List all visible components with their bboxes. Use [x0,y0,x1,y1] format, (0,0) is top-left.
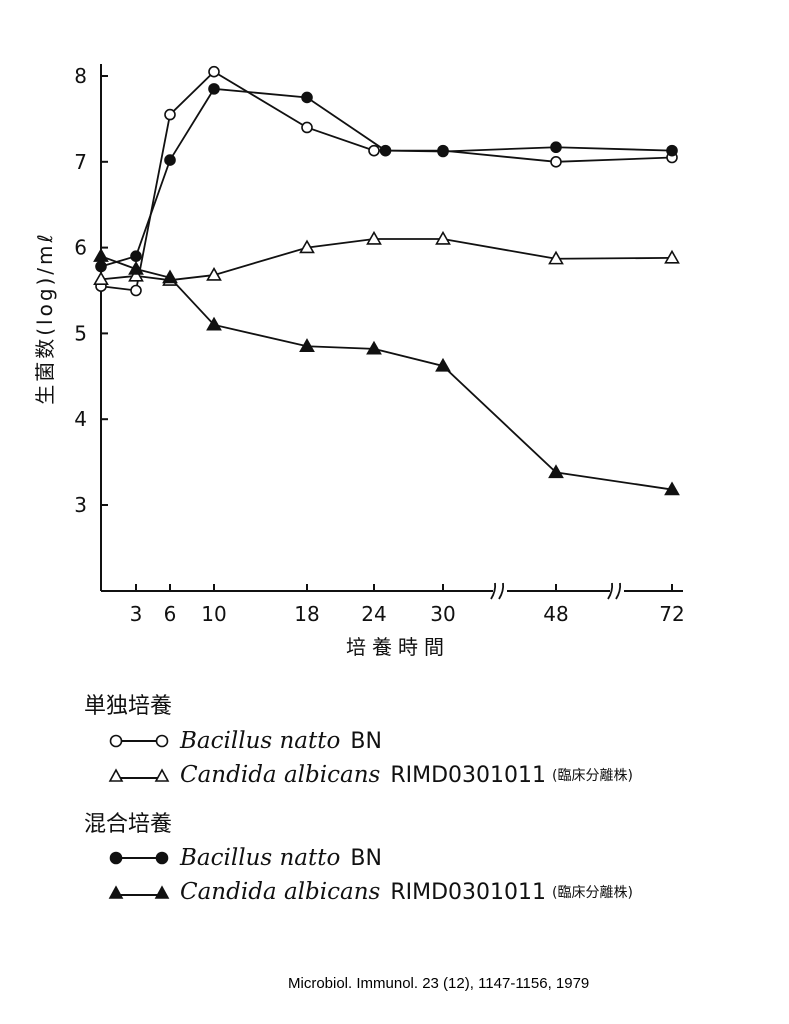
chart-series [93,65,680,496]
x-axis-title: 培養時間 [346,635,450,659]
legend-item-bacillus-solo: Bacillus natto BN [108,726,382,756]
filled-triangle-point [435,357,451,372]
filled-triangle-point [128,260,144,275]
series-line [100,238,673,282]
filled-triangle-point [93,248,109,262]
y-tick-label: 7 [74,150,87,174]
filled-triangle-point [162,269,178,284]
open-triangle-point [93,271,109,286]
chart-axes [100,64,683,600]
filled-circle-point [208,83,220,95]
open-triangle-point [435,230,451,245]
x-tick-label: 48 [543,602,568,626]
filled-circle-point [666,144,678,157]
open-triangle-point [366,230,382,245]
open-triangle-point [664,249,680,264]
series-line [100,255,673,491]
filled-triangle-point [206,316,222,331]
open-circle-point [164,108,176,121]
x-tick-label: 24 [361,602,386,626]
y-tick-label: 8 [74,64,87,88]
legend-species-name: Candida albicans [180,879,381,905]
x-tick-label: 18 [294,602,319,626]
y-tick-label: 6 [74,236,87,260]
x-tick-label: 3 [130,602,143,626]
x-tick-label: 10 [201,602,226,626]
open-circle-point [208,65,220,78]
filled-circle-point [164,154,176,166]
axis-break-mark [498,582,505,600]
open-triangle-point [128,267,144,282]
legend-species-name: Bacillus natto [180,845,341,871]
legend-note: (臨床分離株) [552,885,633,901]
legend-group-title-solo: 単独培養 [84,694,173,719]
open-circle-point [550,156,562,168]
legend-strain: BN [350,728,382,754]
filled-triangle-line-icon [108,885,170,899]
filled-circle-point [95,260,107,273]
open-circle-point [368,144,380,157]
legend-item-candida-mixed: Candida albicans RIMD0301011 (臨床分離株) [108,877,633,907]
filled-circle-point [550,141,562,154]
legend-note: (臨床分離株) [552,768,633,784]
legend-strain: RIMD0301011 [390,762,546,788]
filled-circle-point [130,250,142,262]
open-circle-point [130,284,142,297]
legend-item-candida-solo: Candida albicans RIMD0301011 (臨床分離株) [108,760,633,790]
y-tick-label: 5 [74,321,87,345]
x-tick-label: 6 [164,602,177,626]
x-tick-label: 72 [659,602,684,626]
open-triangle-line-icon [108,768,170,782]
filled-triangle-point [664,481,680,496]
axis-break-mark [615,582,622,600]
open-triangle-point [206,266,222,281]
open-triangle-point [548,250,564,265]
filled-circle-point [437,145,449,158]
filled-triangle-point [366,340,382,355]
legend-species-name: Candida albicans [180,762,381,788]
legend-species-name: Bacillus natto [180,728,341,754]
y-tick-label: 4 [74,407,87,431]
filled-circle-line-icon [109,851,169,865]
citation: Microbiol. Immunol. 23 (12), 1147-1156, … [288,975,590,992]
legend-strain: BN [350,845,382,871]
x-tick-label: 30 [430,602,455,626]
axis-break-mark [607,582,614,600]
open-triangle-point [299,239,315,254]
y-tick-label: 3 [74,493,87,517]
open-circle-point [301,121,313,134]
axis-break-gap [610,586,624,596]
legend-strain: RIMD0301011 [390,879,546,905]
axis-break-mark [490,582,497,600]
filled-triangle-point [299,338,315,352]
filled-circle-point [301,91,313,104]
filled-circle-point [379,144,392,157]
open-circle-line-icon [109,734,169,748]
legend-group-title-mixed: 混合培養 [84,812,173,837]
legend-item-bacillus-mixed: Bacillus natto BN [108,843,382,873]
filled-triangle-point [548,464,564,479]
y-axis-title: 生菌数(log)/mℓ [33,231,57,405]
axis-break-gap [493,586,507,596]
